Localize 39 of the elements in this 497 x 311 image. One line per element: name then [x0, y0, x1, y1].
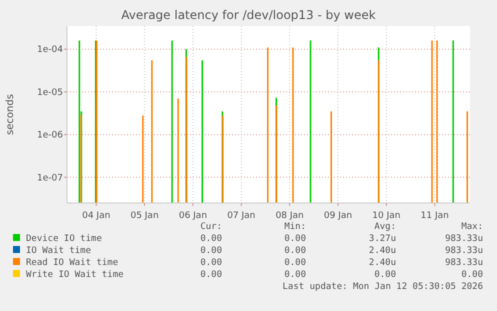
- x-tick-label: 11 Jan: [420, 211, 449, 221]
- text: Last update: Mon Jan 12 05:30:05 2026: [282, 282, 483, 292]
- text: 3.27u: [368, 234, 396, 244]
- text: 0.00: [200, 270, 222, 280]
- text: 2.40u: [368, 246, 396, 256]
- text: 0.00: [284, 246, 306, 256]
- text: 0.00: [284, 258, 306, 268]
- y-tick-label: 1e-07: [37, 173, 63, 184]
- x-tick-label: 07 Jan: [227, 211, 256, 221]
- text: Min:: [284, 222, 306, 232]
- y-tick-label: 1e-05: [37, 88, 63, 98]
- legend-label: Read IO Wait time: [26, 258, 118, 268]
- text: 0.00: [200, 258, 222, 268]
- chart-title: Average latency for /dev/loop13 - by week: [121, 8, 376, 22]
- text: Max:: [461, 222, 483, 232]
- legend-label: IO Wait time: [26, 246, 92, 256]
- text: 0.00: [284, 270, 306, 280]
- text: Cur:: [200, 222, 222, 232]
- x-tick-label: 09 Jan: [324, 211, 352, 221]
- x-tick-label: 10 Jan: [372, 211, 400, 221]
- y-tick-label: 1e-04: [37, 45, 64, 56]
- text: 0.00: [374, 270, 396, 280]
- text: 0.00: [200, 234, 222, 244]
- text: 0.00: [284, 234, 306, 244]
- y-tick-label: 1e-06: [37, 130, 64, 141]
- x-tick-label: 05 Jan: [130, 211, 159, 221]
- legend-label: Device IO time: [26, 234, 102, 244]
- y-axis-title: seconds: [5, 94, 16, 135]
- text: 983.33u: [445, 246, 483, 256]
- x-tick-label: 04 Jan: [82, 211, 110, 221]
- text: 983.33u: [445, 258, 483, 268]
- text: Avg:: [374, 222, 396, 232]
- text: 2.40u: [368, 258, 396, 268]
- text: 0.00: [200, 246, 222, 256]
- x-tick-label: 08 Jan: [276, 211, 304, 221]
- legend-label: Write IO Wait time: [26, 270, 124, 280]
- x-tick-label: 06 Jan: [178, 211, 208, 221]
- text: 983.33u: [445, 234, 483, 244]
- text: 0.00: [461, 270, 483, 280]
